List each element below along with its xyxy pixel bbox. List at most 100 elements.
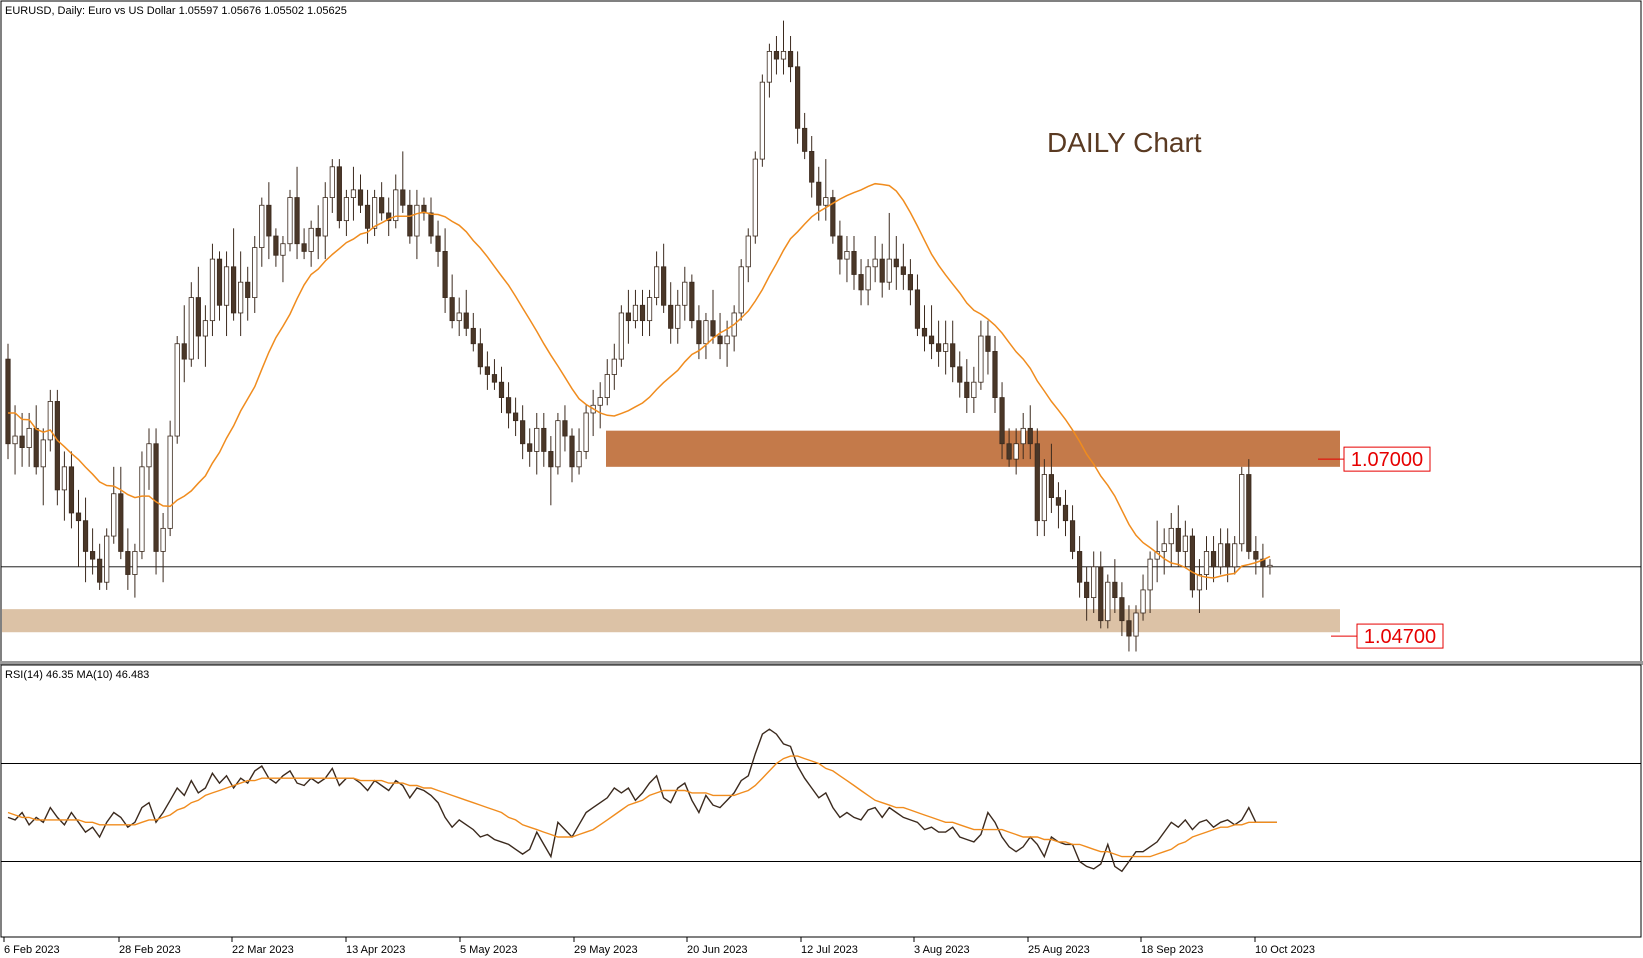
bear-candle xyxy=(1189,535,1195,591)
price-zones xyxy=(2,430,1340,633)
bear-candle xyxy=(428,212,434,237)
bull-candle xyxy=(343,197,350,222)
bear-candle xyxy=(315,227,321,237)
bull-candle xyxy=(111,493,117,537)
symbol-header: EURUSD, Daily: Euro vs US Dollar 1.05597… xyxy=(5,5,347,17)
bull-candle xyxy=(682,281,688,306)
bear-candle xyxy=(858,274,864,291)
bear-candle xyxy=(33,427,39,468)
bear-candle xyxy=(851,251,857,275)
level-label-box xyxy=(1356,623,1444,649)
bear-candle xyxy=(795,66,801,129)
bear-candle xyxy=(639,304,646,322)
bull-candle xyxy=(576,451,582,468)
level-labels: 1.07000 1.04700 xyxy=(1318,446,1444,649)
bull-candle xyxy=(724,335,730,345)
bear-candle xyxy=(90,551,96,560)
bull-candle xyxy=(780,50,787,60)
x-axis-label: 12 Jul 2023 xyxy=(801,944,858,956)
bull-candle xyxy=(675,304,681,329)
x-axis-label: 22 Mar 2023 xyxy=(232,944,294,956)
rsi-header: RSI(14) 46.35 MA(10) 46.483 xyxy=(5,669,149,681)
bull-candle xyxy=(1147,558,1153,591)
bull-candle xyxy=(1013,443,1019,460)
bear-candle xyxy=(1225,543,1231,568)
bull-candle xyxy=(583,412,589,452)
bull-candle xyxy=(971,381,977,398)
bear-candle xyxy=(181,343,187,360)
level-label-1-07000: 1.07000 xyxy=(1351,449,1423,471)
bear-candle xyxy=(364,204,371,229)
bear-candle xyxy=(520,420,526,445)
bear-candle xyxy=(301,243,307,252)
bear-candle xyxy=(386,212,392,222)
bear-candle xyxy=(1069,520,1076,552)
bear-candle xyxy=(245,281,251,298)
bear-candle xyxy=(1175,527,1181,552)
bull-candle xyxy=(456,312,462,322)
bear-candle xyxy=(717,335,723,345)
bull-candle xyxy=(1196,574,1203,591)
bull-candle xyxy=(40,439,46,468)
bull-candle xyxy=(759,81,765,160)
bear-candle xyxy=(230,266,237,314)
bull-candle xyxy=(209,258,216,322)
bear-candle xyxy=(498,381,505,398)
bear-candle xyxy=(435,235,441,252)
bull-candle xyxy=(61,466,68,491)
bear-candle xyxy=(696,320,702,345)
bull-candle xyxy=(632,304,639,322)
bear-candle xyxy=(407,204,413,237)
bear-candle xyxy=(484,366,491,375)
bear-candle xyxy=(1084,581,1090,599)
bear-candle xyxy=(625,312,632,322)
bear-candle xyxy=(936,343,942,352)
bear-candle xyxy=(153,443,159,552)
bull-candle xyxy=(1161,543,1167,552)
level-label-1-04700: 1.04700 xyxy=(1364,626,1436,648)
bull-candle xyxy=(618,312,624,360)
bull-candle xyxy=(188,297,194,360)
bear-candle xyxy=(400,189,406,206)
bull-candle xyxy=(1140,589,1146,614)
bear-candle xyxy=(914,289,921,329)
bull-candle xyxy=(174,343,180,437)
bull-candle xyxy=(766,50,773,83)
bull-candle xyxy=(1091,566,1097,599)
bear-candle xyxy=(668,304,674,329)
bull-candle xyxy=(202,320,208,337)
bull-candle xyxy=(308,227,314,252)
bull-candle xyxy=(104,535,110,583)
bull-candle xyxy=(1218,543,1224,568)
bull-candle xyxy=(47,401,53,441)
rsi-line xyxy=(7,728,1277,873)
bull-candle xyxy=(1239,474,1245,545)
bear-candle xyxy=(999,397,1005,445)
bull-candle xyxy=(238,281,244,314)
bull-candle xyxy=(703,320,709,345)
x-axis: 6 Feb 2023 28 Feb 2023 22 Mar 2023 13 Apr 2… xyxy=(3,937,1315,956)
bear-candle xyxy=(1062,504,1069,522)
x-axis-label: 13 Apr 2023 xyxy=(346,944,405,956)
bear-candle xyxy=(1246,474,1252,552)
resistance-zone xyxy=(606,430,1340,467)
bear-candle xyxy=(710,320,716,337)
bear-candle xyxy=(1210,551,1217,568)
bear-candle xyxy=(527,443,533,452)
bull-candle xyxy=(371,197,378,229)
bull-candle xyxy=(1168,527,1174,545)
bear-candle xyxy=(964,381,970,398)
bear-candle xyxy=(773,50,780,60)
bear-candle xyxy=(1006,443,1012,460)
bear-candle xyxy=(992,351,998,398)
bull-candle xyxy=(1232,543,1238,568)
bear-candle xyxy=(921,327,928,337)
bear-candle xyxy=(1034,443,1040,522)
bear-candle xyxy=(470,327,476,345)
bear-candle xyxy=(82,520,89,552)
x-axis-label: 6 Feb 2023 xyxy=(4,944,60,956)
pane-separator[interactable] xyxy=(0,661,1643,665)
x-axis-label: 5 May 2023 xyxy=(460,944,517,956)
bull-candle xyxy=(322,197,328,237)
